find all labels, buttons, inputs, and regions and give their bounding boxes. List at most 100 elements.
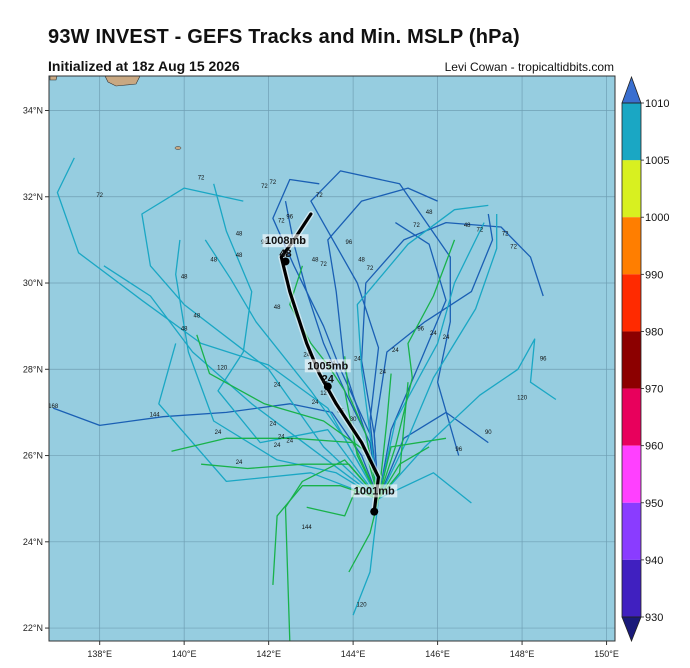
colorbar-segment: [622, 502, 641, 560]
track-hour-label: 48: [464, 223, 471, 229]
track-hour-label: 24: [286, 439, 293, 445]
ensemble-track: [327, 187, 438, 499]
mean-track-marker: [323, 382, 332, 391]
colorbar-label: 970: [645, 384, 663, 396]
lon-tick-label: 140°E: [172, 649, 197, 659]
colorbar-segment: [622, 160, 641, 218]
ensemble-track: [377, 222, 485, 499]
ensemble-track: [272, 178, 380, 499]
track-hour-label: 96: [417, 326, 424, 332]
ensemble-track: [175, 239, 379, 500]
colorbar-label: 930: [645, 612, 663, 624]
track-hour-label: 120: [217, 365, 228, 371]
ensemble-track: [284, 459, 379, 642]
track-hour-label: 12: [320, 391, 327, 397]
ensemble-track: [213, 183, 380, 500]
ensemble-track: [204, 239, 380, 500]
colorbar-label: 980: [645, 326, 663, 338]
track-hour-label: 30: [350, 417, 357, 423]
track-hour-label: 24: [443, 335, 450, 341]
credit-text: Levi Cowan - tropicaltidbits.com: [444, 60, 614, 74]
track-hour-label: 24: [274, 443, 281, 449]
colorbar-label: 960: [645, 441, 663, 453]
lat-tick-label: 30°N: [23, 278, 43, 288]
ensemble-track: [377, 373, 392, 499]
track-hour-label: 72: [270, 180, 277, 186]
lon-tick-label: 150°E: [594, 649, 619, 659]
mslp-label-bg: [262, 234, 309, 248]
track-hour-label: 72: [316, 193, 323, 199]
map-frame: [48, 75, 616, 642]
lat-tick-label: 26°N: [23, 451, 43, 461]
lat-tick-label: 28°N: [23, 364, 43, 374]
colorbar-label: 1005: [645, 155, 669, 167]
track-hour-label: 72: [510, 245, 517, 251]
colorbar-label: 1000: [645, 212, 669, 224]
track-hour-label: 72: [476, 227, 483, 233]
ensemble-track: [373, 213, 494, 499]
ensemble-track: [377, 222, 447, 499]
ensemble-track: [378, 338, 557, 500]
colorbar-label: 940: [645, 555, 663, 567]
colorbar-segment: [622, 559, 641, 617]
track-hour-label: 24: [379, 370, 386, 376]
colorbar-label: 1010: [645, 98, 669, 110]
colorbar: 1010 1005 1000 990 980 970 960 950 940 930: [621, 75, 669, 643]
ensemble-track: [377, 239, 456, 499]
mslp-label-bg: [304, 359, 351, 373]
track-hour-label: 48: [181, 326, 188, 332]
track-hour-label: 72: [261, 184, 268, 190]
lat-tick-label: 32°N: [23, 192, 43, 202]
track-hour-label: 48: [210, 257, 217, 263]
colorbar-segment: [622, 274, 641, 332]
lon-tick-label: 142°E: [256, 649, 281, 659]
mean-track: [279, 212, 381, 514]
colorbar-label: 990: [645, 269, 663, 281]
track-hour-label: 48: [358, 257, 365, 263]
lat-tick-label: 22°N: [23, 623, 43, 633]
track-hour-label: 72: [96, 193, 103, 199]
track-hour-label: 96: [455, 447, 462, 453]
ensemble-track: [360, 221, 544, 499]
track-hour-label: 24: [303, 352, 310, 358]
lon-tick-label: 148°E: [510, 649, 535, 659]
track-hour-label: 90: [485, 430, 492, 436]
track-hour-label: 48: [236, 232, 243, 238]
track-hour-label: 48: [426, 210, 433, 216]
track-hour-label: 48: [274, 305, 281, 311]
ensemble-track: [158, 343, 379, 500]
track-hour-label: 120: [517, 395, 528, 401]
track-hour-label: 72: [413, 223, 420, 229]
colorbar-segment: [622, 217, 641, 275]
track-hour-label: 24: [392, 348, 399, 354]
track-hour-label: 168: [48, 404, 59, 410]
colorbar-segment: [622, 388, 641, 446]
chart-title: 93W INVEST - GEFS Tracks and Min. MSLP (…: [48, 26, 520, 48]
track-hour-label: 24: [278, 434, 285, 440]
ensemble-track: [171, 437, 380, 499]
lon-tick-label: 144°E: [341, 649, 366, 659]
ensemble-track: [377, 214, 498, 499]
track-hour-label: 24: [274, 383, 281, 389]
track-hour-label: 24: [236, 460, 243, 466]
track-hour-label: 144: [302, 525, 313, 531]
colorbar-segment: [622, 103, 641, 161]
ensemble-track: [352, 498, 380, 616]
mslp-label: 1008mb: [265, 235, 306, 247]
track-hour-label: 24: [430, 331, 437, 337]
land-mass: [49, 75, 58, 81]
track-hour-label: 24: [270, 421, 277, 427]
colorbar-top-cap: [621, 75, 642, 104]
mslp-label: 1001mb: [354, 485, 395, 497]
ensemble-track: [103, 265, 379, 500]
ensemble-track: [377, 411, 489, 499]
track-hour-label: 72: [278, 219, 285, 225]
lon-tick-label: 138°E: [87, 649, 112, 659]
track-hour-label: 24: [354, 357, 361, 363]
track-hour-label: 72: [367, 266, 374, 272]
mean-hour-label: 24: [322, 373, 335, 385]
colorbar-segment: [622, 445, 641, 503]
track-hour-label: 48: [236, 253, 243, 259]
track-hour-label: 72: [198, 176, 205, 182]
